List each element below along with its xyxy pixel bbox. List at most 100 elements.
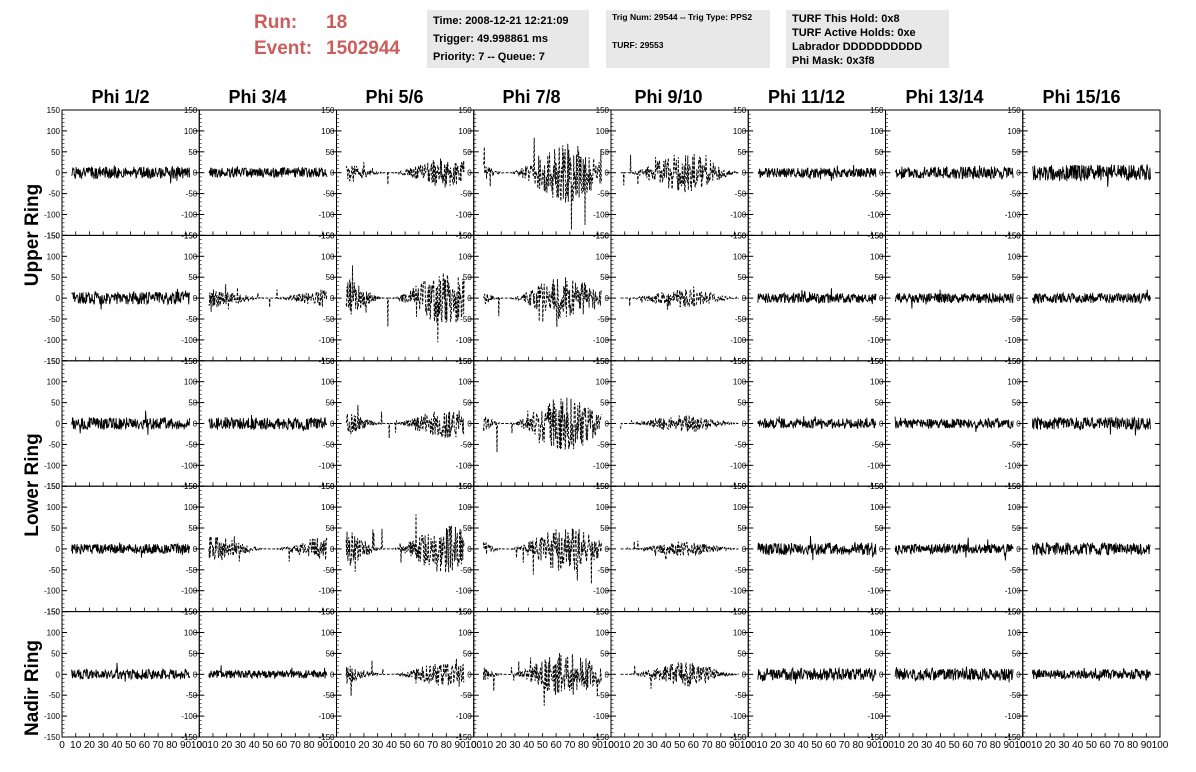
y-tick-label: 150 <box>733 231 747 240</box>
waveform-trace <box>71 542 191 558</box>
x-tick-label: 100 <box>740 740 757 751</box>
x-tick-label: 60 <box>825 740 837 751</box>
column-header-phi-9-10: Phi 9/10 <box>634 87 703 107</box>
y-tick-label: -150 <box>44 231 61 240</box>
event-value: 1502944 <box>326 38 400 59</box>
y-tick-label: 0 <box>742 670 747 679</box>
y-tick-label: -100 <box>867 587 884 596</box>
y-tick-label: 100 <box>458 127 472 136</box>
y-tick-label: -100 <box>318 587 335 596</box>
waveform-trace <box>482 528 602 584</box>
y-tick-label: -50 <box>48 190 60 199</box>
x-tick-label: 70 <box>290 740 302 751</box>
waveform-trace <box>345 158 465 188</box>
x-tick-label: 80 <box>990 740 1002 751</box>
y-tick-label: 50 <box>600 524 609 533</box>
y-tick-label: -100 <box>181 336 198 345</box>
waveform-trace <box>620 286 739 310</box>
time-text: Time: 2008-12-21 12:21:09 <box>433 15 569 27</box>
y-tick-label: 50 <box>326 524 335 533</box>
y-tick-label: 0 <box>193 420 198 429</box>
y-tick-label: 100 <box>870 127 884 136</box>
y-tick-label: 50 <box>600 649 609 658</box>
y-tick-label: 150 <box>458 106 472 115</box>
x-tick-label: 10 <box>894 740 906 751</box>
waveform-trace <box>345 265 465 343</box>
x-tick-label: 0 <box>471 740 477 751</box>
waveform-trace <box>757 164 877 181</box>
y-tick-label: -50 <box>872 440 884 449</box>
x-tick-label: 90 <box>866 740 878 751</box>
y-tick-label: 50 <box>1012 524 1021 533</box>
y-tick-label: 150 <box>1007 231 1021 240</box>
y-tick-label: 0 <box>330 545 335 554</box>
y-tick-label: -50 <box>735 691 747 700</box>
y-tick-label: -100 <box>1005 587 1022 596</box>
y-tick-label: -100 <box>730 336 747 345</box>
y-tick-label: 100 <box>458 378 472 387</box>
y-tick-label: 50 <box>463 273 472 282</box>
y-tick-label: -50 <box>597 566 609 575</box>
labrador-text: Labrador DDDDDDDDDD <box>792 41 923 53</box>
y-tick-label: -100 <box>44 336 61 345</box>
y-tick-label: -50 <box>323 440 335 449</box>
y-tick-label: -100 <box>456 336 473 345</box>
run-label: Run: <box>254 12 298 33</box>
x-tick-label: 90 <box>1003 740 1015 751</box>
y-tick-label: 50 <box>188 399 197 408</box>
waveform-trace <box>1032 164 1151 187</box>
y-tick-label: -50 <box>323 691 335 700</box>
waveform-trace <box>208 665 328 680</box>
x-tick-label: 20 <box>770 740 782 751</box>
y-tick-label: -100 <box>593 712 610 721</box>
y-tick-label: 0 <box>467 169 472 178</box>
y-tick-label: 0 <box>605 545 610 554</box>
y-tick-label: -50 <box>48 315 60 324</box>
y-tick-label: -50 <box>186 440 198 449</box>
waveform-trace <box>894 666 1014 683</box>
y-tick-label: 50 <box>51 524 60 533</box>
y-tick-label: 0 <box>56 294 61 303</box>
y-tick-label: -100 <box>318 712 335 721</box>
y-tick-label: 0 <box>605 169 610 178</box>
y-tick-label: -50 <box>48 691 60 700</box>
y-tick-label: 50 <box>875 273 884 282</box>
y-tick-label: -100 <box>867 712 884 721</box>
y-tick-label: 150 <box>184 231 198 240</box>
y-tick-label: 150 <box>47 608 61 617</box>
y-tick-label: 150 <box>733 106 747 115</box>
x-tick-label: 0 <box>1020 740 1026 751</box>
y-tick-label: -100 <box>1005 712 1022 721</box>
x-tick-label: 30 <box>235 740 247 751</box>
y-tick-label: 150 <box>321 231 335 240</box>
y-tick-label: 150 <box>733 482 747 491</box>
x-tick-label: 20 <box>1045 740 1057 751</box>
y-tick-label: -150 <box>44 608 61 617</box>
y-tick-label: -50 <box>735 190 747 199</box>
x-tick-label: 90 <box>1141 740 1153 751</box>
x-tick-label: 30 <box>509 740 521 751</box>
y-tick-label: 0 <box>467 294 472 303</box>
x-tick-label: 90 <box>729 740 741 751</box>
y-tick-label: -100 <box>456 587 473 596</box>
y-tick-label: 150 <box>870 482 884 491</box>
waveform-trace <box>482 277 602 327</box>
y-tick-label: 150 <box>458 482 472 491</box>
y-tick-label: 100 <box>870 252 884 261</box>
phi-mask-text: Phi Mask: 0x3f8 <box>792 55 875 67</box>
y-tick-label: 0 <box>605 294 610 303</box>
x-tick-label: 30 <box>921 740 933 751</box>
y-tick-label: -50 <box>872 566 884 575</box>
x-tick-label: 100 <box>877 740 894 751</box>
y-tick-label: -150 <box>730 733 747 742</box>
y-tick-label: -100 <box>318 461 335 470</box>
y-tick-label: 50 <box>1012 148 1021 157</box>
x-tick-label: 100 <box>1152 740 1169 751</box>
x-tick-label: 50 <box>674 740 686 751</box>
x-tick-label: 70 <box>1113 740 1125 751</box>
y-tick-label: 100 <box>1007 252 1021 261</box>
waveform-trace <box>71 410 191 435</box>
waveform-trace <box>208 166 328 179</box>
y-tick-label: -100 <box>1005 461 1022 470</box>
priority-text: Priority: 7 -- Queue: 7 <box>433 51 545 63</box>
